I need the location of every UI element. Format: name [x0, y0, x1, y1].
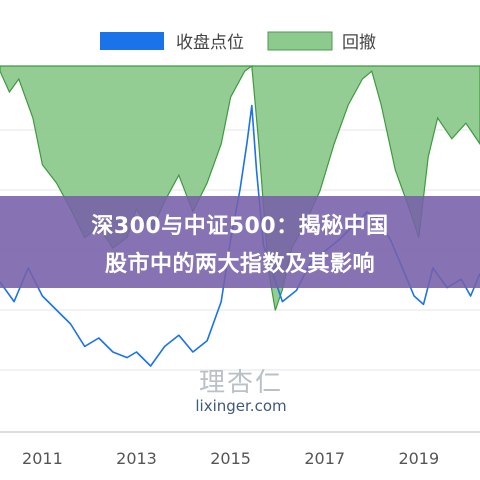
legend-label-close[interactable]: 收盘点位	[176, 33, 244, 53]
x-tick-label: 2013	[116, 449, 157, 468]
banner-line-1: 深300与中证500：揭秘中国	[91, 214, 389, 239]
legend-label-drawdown[interactable]: 回撤	[342, 33, 376, 53]
legend-swatch-drawdown[interactable]	[267, 31, 333, 51]
title-banner: 深300与中证500：揭秘中国 股市中的两大指数及其影响	[0, 196, 480, 288]
legend-swatch-close[interactable]	[100, 32, 164, 50]
x-tick-label: 2015	[210, 449, 251, 468]
watermark-logo: 理杏仁	[198, 368, 283, 398]
watermark: 理杏仁 lixinger.com	[176, 362, 306, 415]
x-tick-label: 2017	[304, 449, 345, 468]
banner-line-2: 股市中的两大指数及其影响	[104, 252, 375, 277]
x-tick-label: 2011	[22, 449, 63, 468]
watermark-url: lixinger.com	[195, 397, 287, 415]
x-tick-label: 2019	[398, 449, 439, 468]
x-tick-labels: 2011 2013 2015 2017 2019	[22, 449, 439, 468]
